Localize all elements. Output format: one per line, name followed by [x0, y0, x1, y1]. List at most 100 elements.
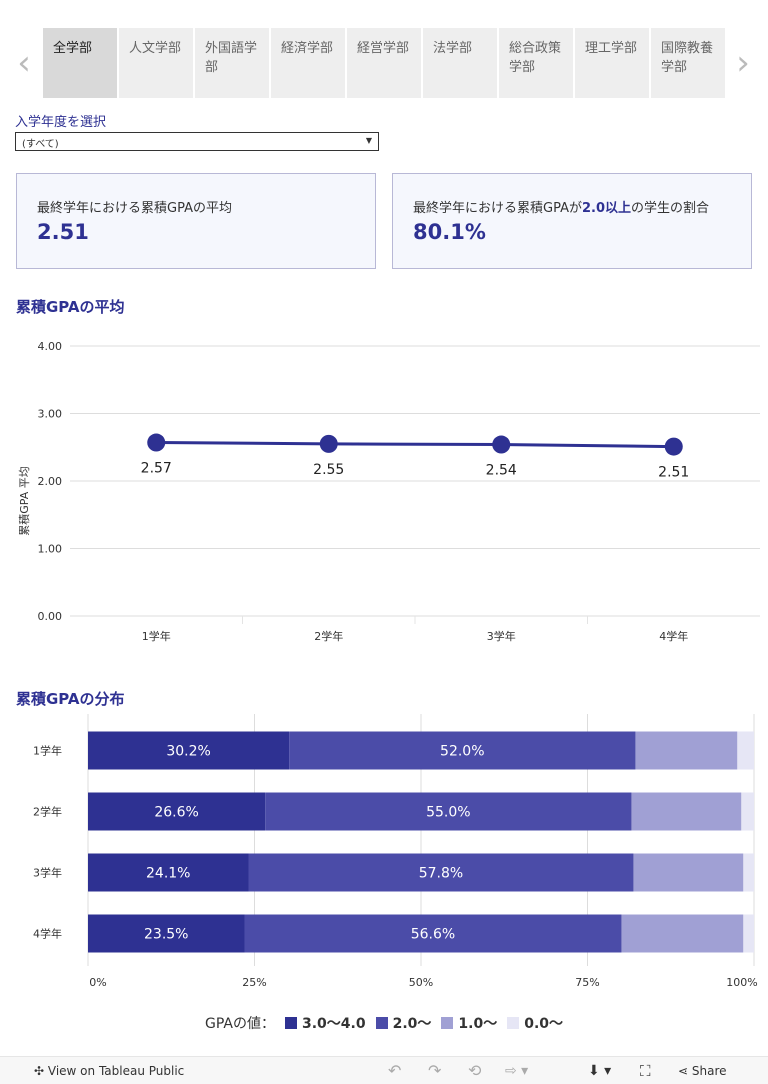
bar-segment[interactable] [88, 914, 245, 953]
revert-icon[interactable]: ⟲ [468, 1061, 482, 1080]
tab-8[interactable]: 国際教養学部 [651, 28, 725, 98]
legend: GPAの値： 3.0〜4.0 2.0〜 1.0〜 0.0〜 [0, 1013, 768, 1033]
bar-data-label: 56.6% [411, 927, 455, 943]
tableau-footer: ✣ View on Tableau Public ↶ ↷ ⟲ ⇨ ▾ ⬇ ▾ ⛶… [0, 1056, 768, 1084]
y-tick-label: 4.00 [38, 340, 63, 353]
x-tick-label: 100% [726, 976, 757, 989]
x-tick-label: 1学年 [142, 629, 171, 643]
view-on-tableau-label: View on Tableau Public [47, 1064, 185, 1078]
undo-icon[interactable]: ↶ [388, 1061, 402, 1080]
bar-data-label: 26.6% [154, 805, 198, 821]
tab-1[interactable]: 人文学部 [119, 28, 193, 98]
year-filter-select[interactable]: (すべて) ▼ [15, 132, 379, 151]
bar-segment[interactable] [631, 792, 742, 831]
tab-3[interactable]: 経済学部 [271, 28, 345, 98]
y-axis-label: 累積GPA 平均 [17, 466, 31, 535]
bar-segment[interactable] [737, 731, 754, 770]
kpi-value: 2.51 [37, 220, 89, 244]
data-point[interactable] [147, 433, 166, 452]
bar-segment[interactable] [741, 792, 754, 831]
tab-2[interactable]: 外国語学部 [195, 28, 269, 98]
x-tick-label: 75% [575, 976, 599, 989]
dashboard-tabs: ‹ 全学部 人文学部 外国語学部 経済学部 経営学部 法学部 総合政策学部 理工学部 国際教養学… [0, 28, 768, 98]
legend-item[interactable]: 0.0〜 [507, 1013, 563, 1033]
view-on-tableau-button[interactable]: ✣ View on Tableau Public [34, 1063, 184, 1079]
refresh-icon[interactable]: ⇨ ▾ [505, 1063, 529, 1079]
x-tick-label: 3学年 [487, 629, 516, 643]
tab-4[interactable]: 経営学部 [347, 28, 421, 98]
bar-segment[interactable] [265, 792, 632, 831]
bar-segment[interactable] [248, 853, 634, 892]
y-tick-label: 4学年 [33, 927, 62, 941]
share-button[interactable]: ⋖ Share [678, 1063, 727, 1079]
data-label: 2.57 [141, 461, 172, 477]
x-tick-label: 2学年 [314, 629, 343, 643]
bar-chart-title: 累積GPAの分布 [16, 690, 125, 708]
kpi-label: 最終学年における累積GPAが2.0以上の学生の割合 [413, 197, 731, 216]
fullscreen-icon[interactable]: ⛶ [640, 1062, 651, 1080]
bar-segment[interactable] [621, 914, 744, 953]
data-label: 2.54 [486, 463, 517, 479]
bar-segment[interactable] [88, 731, 290, 770]
bar-segment[interactable] [743, 914, 754, 953]
bar-data-label: 23.5% [144, 927, 188, 943]
tableau-logo-icon: ✣ [34, 1064, 45, 1078]
y-tick-label: 1学年 [33, 744, 62, 758]
bar-segment[interactable] [289, 731, 636, 770]
data-label: 2.51 [658, 465, 689, 481]
legend-swatch [441, 1017, 454, 1029]
data-label: 2.55 [313, 462, 344, 478]
kpi-label-text: の学生の割合 [631, 201, 710, 216]
tab-6[interactable]: 総合政策学部 [499, 28, 573, 98]
y-tick-label: 2.00 [38, 475, 63, 488]
share-icon: ⋖ [678, 1064, 689, 1078]
kpi-card-average: 最終学年における累積GPAの平均 2.51 [16, 173, 376, 269]
legend-item[interactable]: 1.0〜 [441, 1013, 497, 1033]
bar-segment[interactable] [88, 792, 266, 831]
data-point[interactable] [664, 437, 683, 456]
legend-swatch [284, 1017, 297, 1029]
x-tick-label: 25% [242, 976, 266, 989]
data-point[interactable] [492, 435, 511, 454]
tab-5[interactable]: 法学部 [423, 28, 497, 98]
bar-segment[interactable] [633, 853, 744, 892]
y-tick-label: 1.00 [38, 543, 63, 556]
legend-label: 3.0〜4.0 [301, 1016, 366, 1032]
tab-7[interactable]: 理工学部 [575, 28, 649, 98]
y-tick-label: 3学年 [33, 866, 62, 880]
data-point[interactable] [319, 434, 338, 453]
kpi-label-emphasis: 2.0以上 [581, 201, 632, 216]
bar-segment[interactable] [743, 853, 754, 892]
stacked-bar-chart: 0% 25% 50% 75% 100% 1学年 30.2% 52.0% 2学年 26.6% 55.0… [33, 714, 758, 989]
legend-title: GPAの値： [204, 1016, 275, 1032]
bar-data-label: 52.0% [440, 744, 484, 760]
kpi-label-text: 最終学年における累積GPAが [413, 201, 582, 216]
kpi-card-ratio: 最終学年における累積GPAが2.0以上の学生の割合 80.1% [392, 173, 752, 269]
download-icon[interactable]: ⬇ ▾ [588, 1063, 612, 1079]
bar-segment[interactable] [88, 853, 249, 892]
series-line [156, 441, 674, 449]
redo-icon[interactable]: ↷ [428, 1061, 442, 1080]
bar-data-label: 30.2% [166, 744, 210, 760]
bar-segment[interactable] [244, 914, 622, 953]
year-filter-value: (すべて) [22, 139, 59, 150]
legend-swatch [375, 1017, 388, 1029]
year-filter-label: 入学年度を選択 [15, 115, 107, 130]
y-tick-label: 2学年 [33, 805, 62, 819]
line-chart-title: 累積GPAの平均 [16, 298, 125, 316]
line-chart: 0.00 1.00 2.00 3.00 4.00 累積GPA 平均 2.57 1学年 2.55 2… [17, 340, 760, 643]
chevron-right-icon[interactable]: › [736, 43, 750, 83]
dropdown-caret-icon: ▼ [365, 136, 372, 145]
legend-item[interactable]: 3.0〜4.0 [284, 1013, 366, 1033]
bar-data-label: 55.0% [426, 805, 470, 821]
kpi-value: 80.1% [413, 220, 486, 244]
x-tick-label: 50% [409, 976, 433, 989]
bar-data-label: 24.1% [146, 866, 190, 882]
tab-0[interactable]: 全学部 [43, 28, 117, 98]
bar-segment[interactable] [635, 731, 738, 770]
legend-item[interactable]: 2.0〜 [375, 1013, 432, 1033]
chevron-left-icon[interactable]: ‹ [17, 43, 31, 83]
x-tick-label: 4学年 [659, 629, 688, 643]
y-tick-label: 3.00 [38, 408, 63, 421]
legend-label: 2.0〜 [392, 1016, 432, 1032]
